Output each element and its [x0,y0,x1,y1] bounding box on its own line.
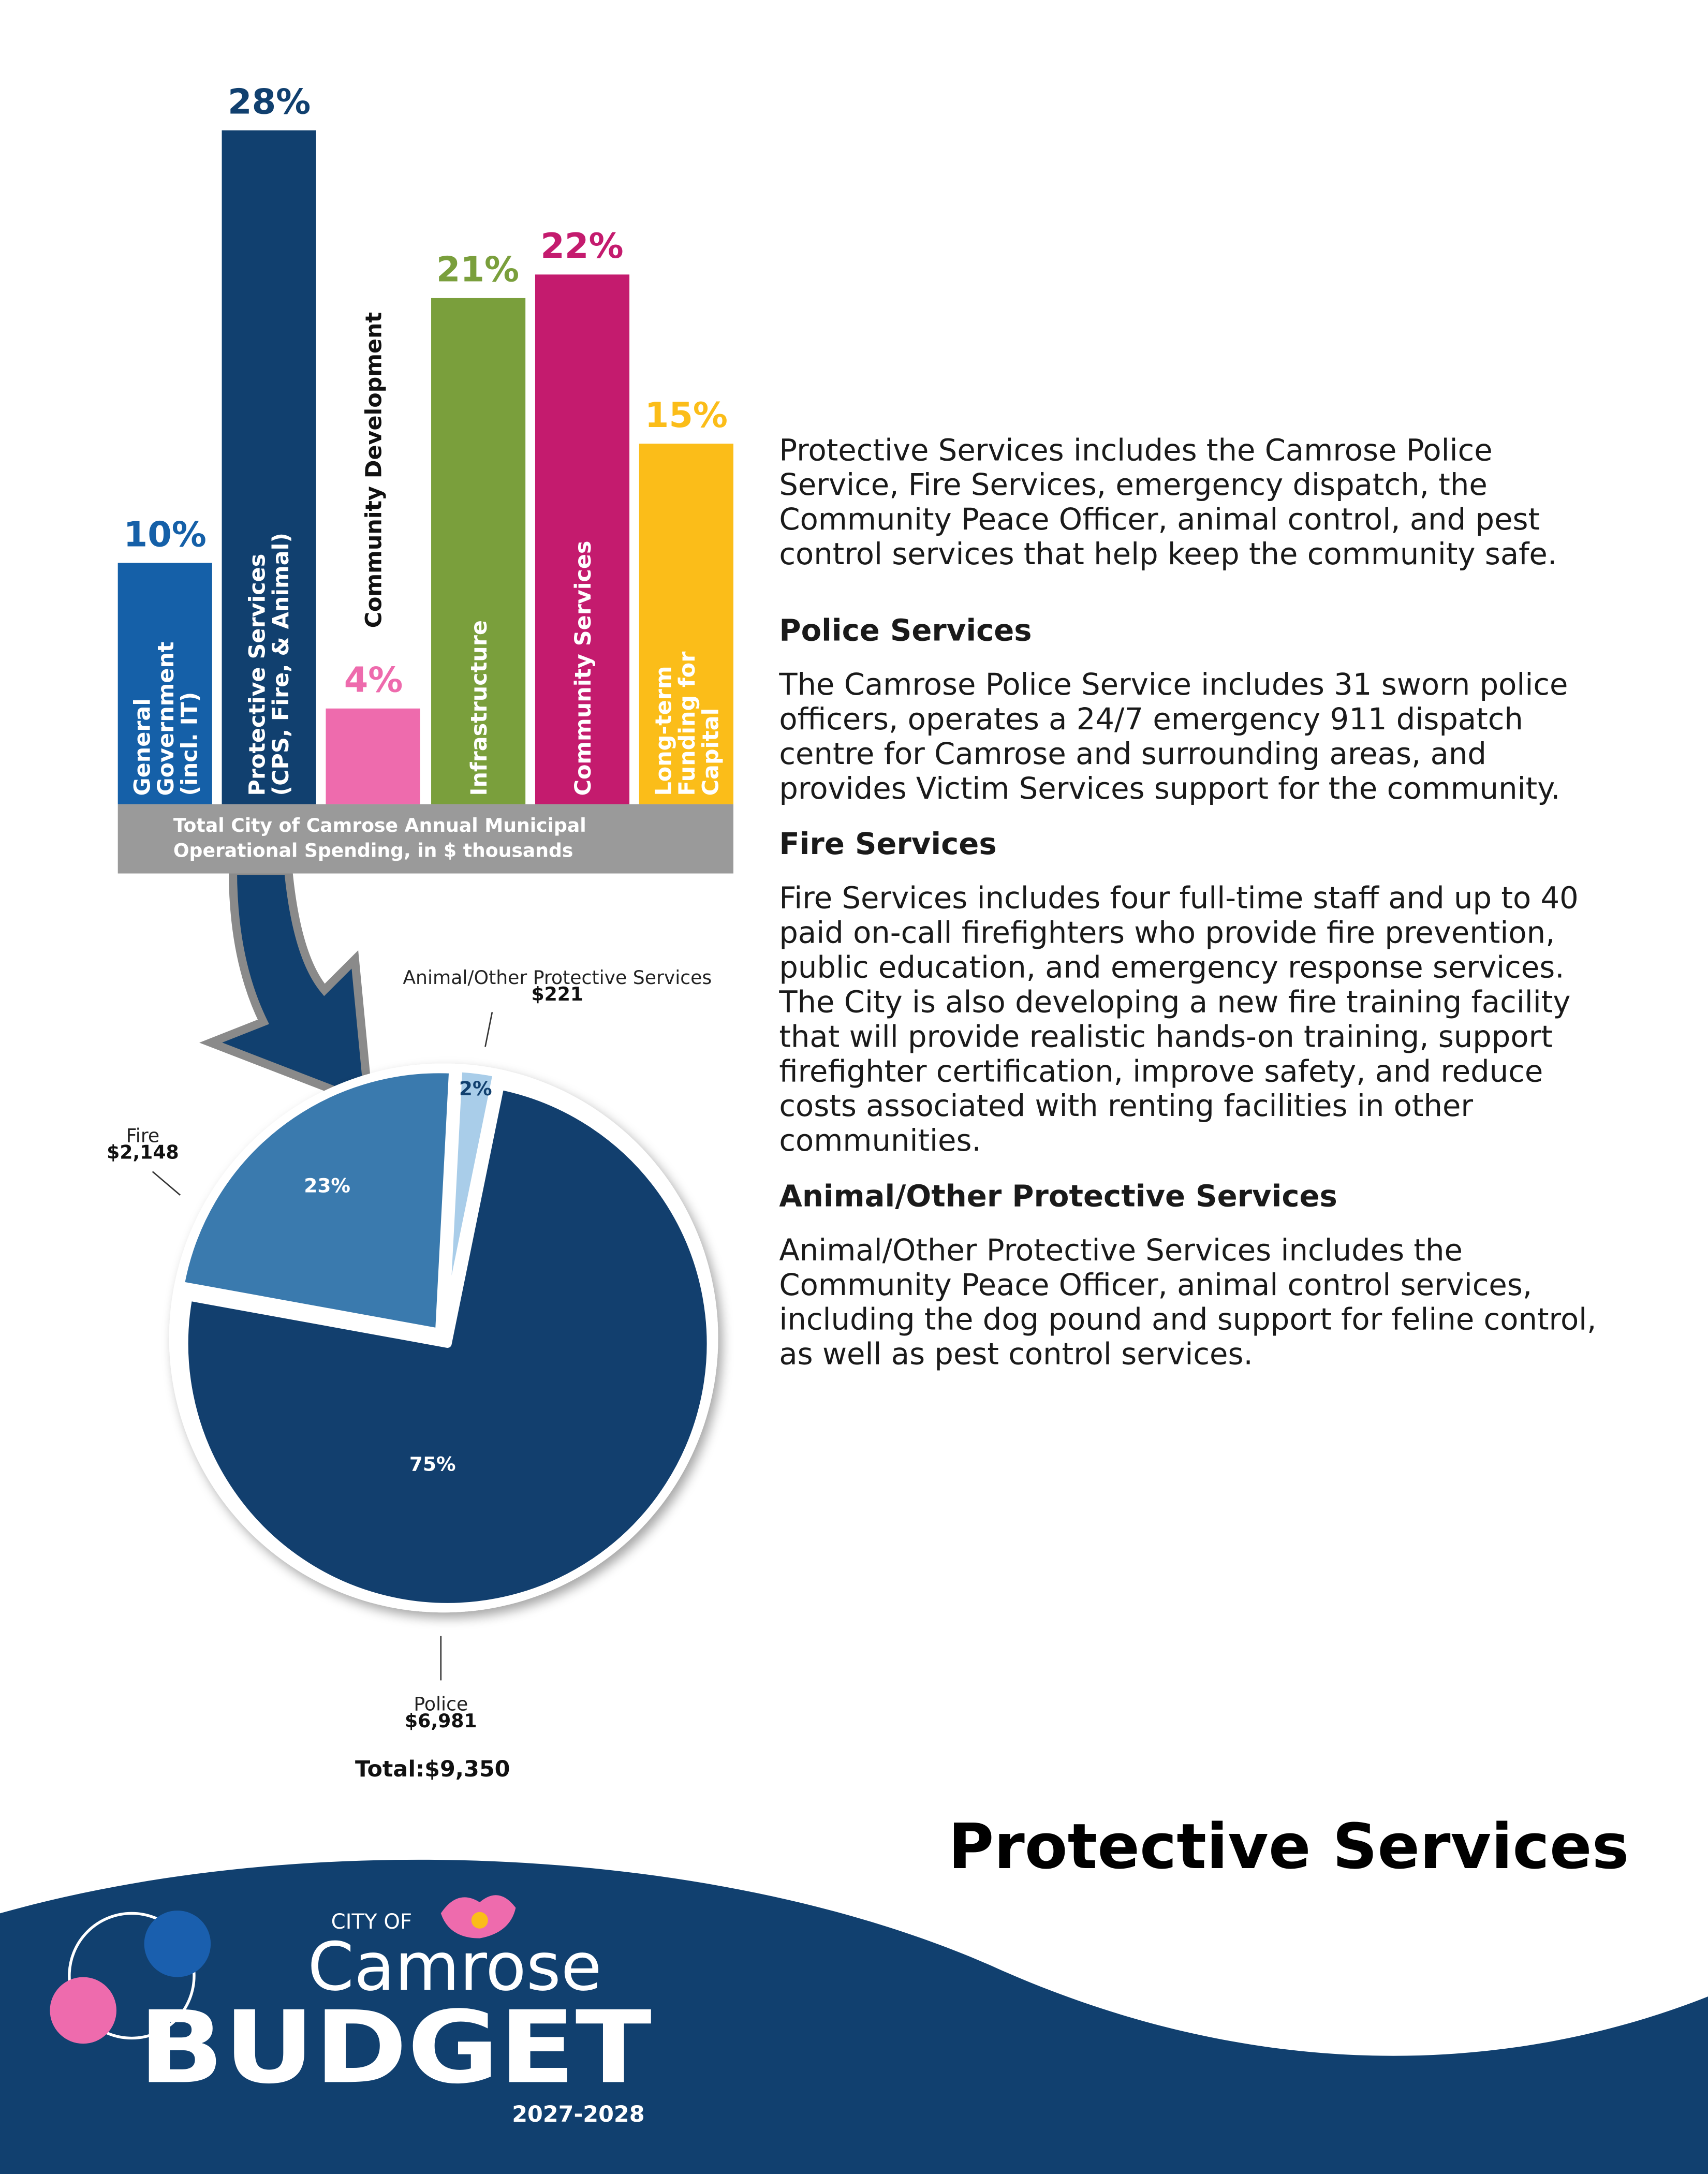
category-label: Community Services [569,540,595,796]
slice-value: $2,148 [107,1141,179,1164]
slice-name: Fire [126,1124,160,1147]
logo: CITY OF Camrose BUDGET 2027-2028 [50,1895,652,2127]
bar [117,563,212,804]
slice-name: Animal/Other Protective Services [403,966,712,989]
pie-chart: 2% Animal/Other Protective Services$221 75… [107,966,718,1782]
slice-name: Police [414,1693,468,1715]
category-label: Infrastructure [464,620,491,796]
section-body: Fire Services includes four full-time st… [779,882,1579,1159]
category-label: General Government (incl. IT) [128,641,202,796]
page-title: Protective Services [948,1811,1629,1883]
logo-flower-center [471,1912,488,1929]
bar [535,274,629,804]
bar [430,299,525,804]
logo-city-of: CITY OF [331,1910,412,1934]
percent-label: 75% [409,1453,456,1476]
category-label: Long-term Funding for Capital [649,651,723,796]
intro-paragraph: Protective Services includes the Camrose… [779,434,1557,573]
logo-budget: BUDGET [139,1990,652,2106]
percent-label: 2% [459,1077,492,1100]
value-label: 28% [227,81,311,122]
leader-line [484,1012,493,1047]
logo-ring [68,1912,196,2040]
section-heading: Fire Services [779,828,997,863]
percent-label: 23% [304,1174,350,1197]
bar [639,443,733,804]
x-axis-label: Total City of Camrose Annual Municipal O… [117,804,733,874]
value-label: 10% [123,515,207,555]
logo-dot [50,1977,116,2044]
pie-slice [440,1064,502,1335]
slice-value: $6,981 [405,1710,477,1732]
text-column: Protective Services includes the Camrose… [779,434,1611,1372]
footer-wave [0,1859,1708,2174]
leader-line [152,1171,181,1196]
section-body: Animal/Other Protective Services include… [779,1233,1597,1373]
section-heading: Animal/Other Protective Services [779,1180,1337,1215]
section-heading: Police Services [779,614,1032,649]
value-label: 22% [540,226,624,267]
bar [222,130,317,804]
logo-city: Camrose [307,1929,602,2006]
pie-slice [180,1081,715,1611]
value-label: 15% [644,394,728,435]
total-label: Total:$9,350 [355,1756,510,1782]
slice-value: $221 [531,983,583,1005]
logo-dot [144,1911,211,1977]
flow-arrow [199,866,374,1110]
category-label: Protective Services (CPS, Fire, & Animal… [244,533,295,796]
section-body: The Camrose Police Service includes 31 s… [779,668,1568,807]
logo-years: 2027-2028 [512,2102,644,2127]
value-label: 4% [344,659,403,700]
category-label: Community Development [360,311,387,628]
pie-slice [176,1065,458,1337]
value-label: 21% [436,250,520,290]
bar [326,708,421,804]
